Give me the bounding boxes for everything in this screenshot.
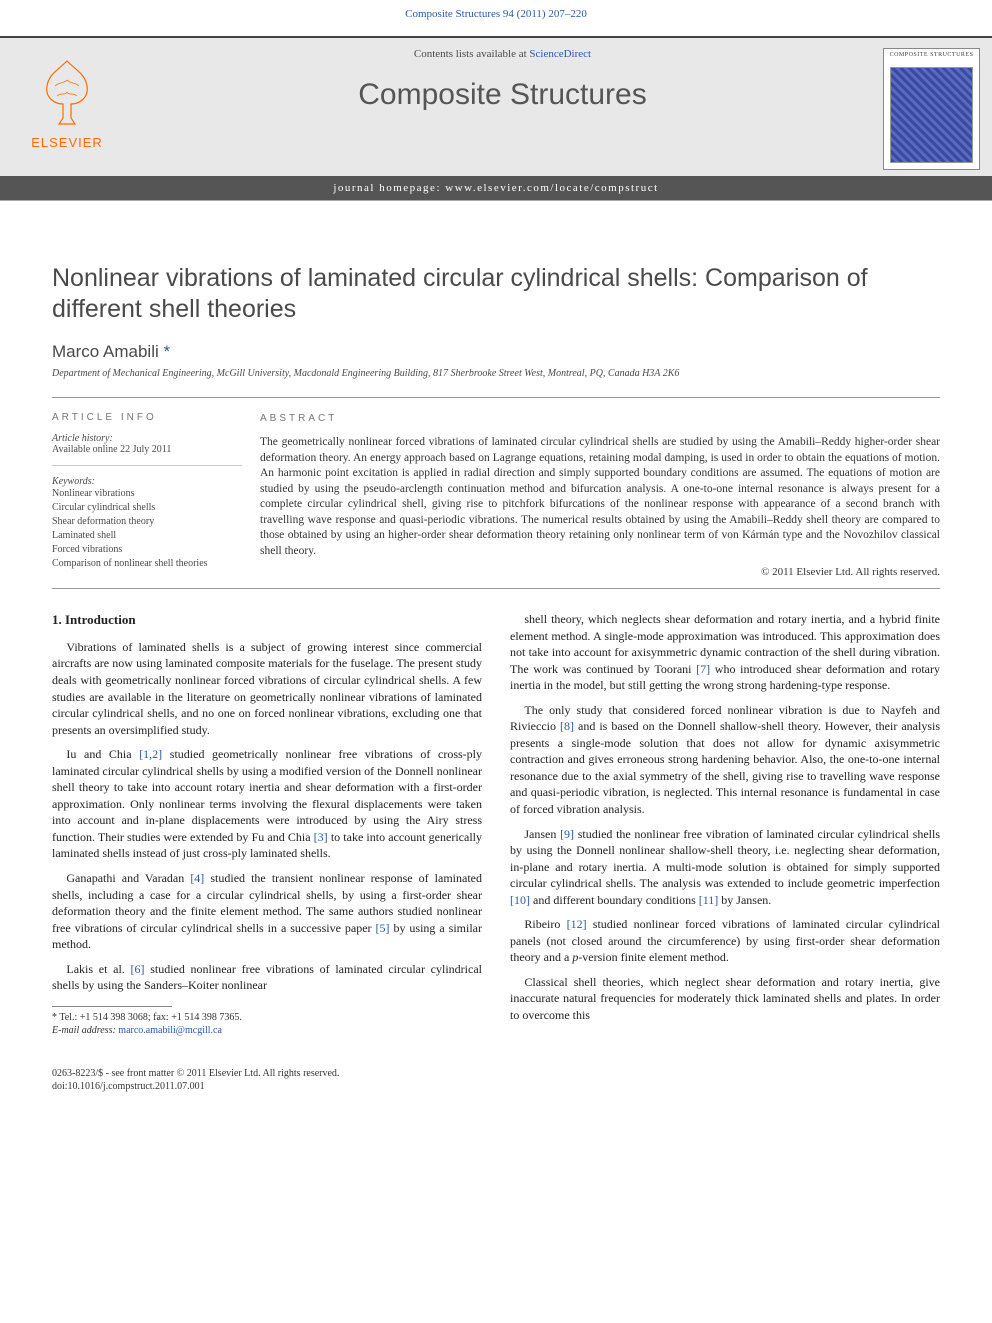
journal-cover-thumb: COMPOSITE STRUCTURES	[883, 48, 980, 170]
doi-line: doi:10.1016/j.compstruct.2011.07.001	[52, 1081, 940, 1092]
section-heading-intro: 1. Introduction	[52, 611, 482, 629]
contents-line: Contents lists available at ScienceDirec…	[122, 48, 883, 60]
body-text: Ganapathi and Varadan	[66, 871, 190, 885]
elsevier-tree-icon	[37, 56, 97, 126]
body-text: and is based on the Donnell shallow-shel…	[510, 719, 940, 816]
footnote-email-link[interactable]: marco.amabili@mcgill.ca	[118, 1025, 222, 1036]
keywords-label: Keywords:	[52, 476, 242, 487]
body-text: Ribeiro	[524, 917, 566, 931]
publisher-label: ELSEVIER	[12, 135, 122, 150]
article-title: Nonlinear vibrations of laminated circul…	[52, 263, 940, 326]
ref-link[interactable]: [11]	[699, 893, 719, 907]
body-columns: 1. Introduction Vibrations of laminated …	[52, 611, 940, 1038]
abstract-copyright: © 2011 Elsevier Ltd. All rights reserved…	[260, 565, 940, 580]
keyword-item: Shear deformation theory	[52, 515, 242, 529]
author-name: Marco Amabili	[52, 342, 159, 361]
body-para: Ganapathi and Varadan [4] studied the tr…	[52, 870, 482, 953]
ref-link[interactable]: [6]	[130, 962, 144, 976]
journal-reference-bar: Composite Structures 94 (2011) 207–220	[0, 0, 992, 36]
ref-link[interactable]: [4]	[190, 871, 204, 885]
ref-link[interactable]: [7]	[696, 662, 710, 676]
publisher-box: ELSEVIER	[12, 46, 122, 150]
ref-link[interactable]: [5]	[375, 921, 389, 935]
body-para: Ribeiro [12] studied nonlinear forced vi…	[510, 916, 940, 966]
journal-homepage-bar: journal homepage: www.elsevier.com/locat…	[0, 176, 992, 200]
corresponding-footnote: * Tel.: +1 514 398 3068; fax: +1 514 398…	[52, 1011, 482, 1038]
keyword-item: Comparison of nonlinear shell theories	[52, 557, 242, 571]
body-para: Iu and Chia [1,2] studied geometrically …	[52, 746, 482, 862]
ref-link[interactable]: [9]	[560, 827, 574, 841]
article-info-header: ARTICLE INFO	[52, 412, 242, 423]
header-band: ELSEVIER Contents lists available at Sci…	[0, 36, 992, 201]
body-para: The only study that considered forced no…	[510, 702, 940, 818]
cover-thumb-label: COMPOSITE STRUCTURES	[887, 52, 976, 58]
cover-thumb-image	[890, 67, 973, 163]
body-para: Vibrations of laminated shells is a subj…	[52, 639, 482, 738]
abstract-text: The geometrically nonlinear forced vibra…	[260, 435, 940, 559]
keyword-item: Circular cylindrical shells	[52, 501, 242, 515]
bottom-bar: 0263-8223/$ - see front matter © 2011 El…	[0, 1058, 992, 1108]
sciencedirect-link[interactable]: ScienceDirect	[529, 48, 591, 60]
front-matter-line: 0263-8223/$ - see front matter © 2011 El…	[52, 1068, 940, 1079]
body-text: -version finite element method.	[578, 950, 729, 964]
article-info-column: ARTICLE INFO Article history: Available …	[52, 412, 260, 580]
affiliation: Department of Mechanical Engineering, Mc…	[52, 368, 940, 379]
body-para: Jansen [9] studied the nonlinear free vi…	[510, 826, 940, 909]
keyword-item: Forced vibrations	[52, 543, 242, 557]
keyword-item: Laminated shell	[52, 529, 242, 543]
body-text: Iu and Chia	[66, 747, 139, 761]
history-label: Article history:	[52, 433, 242, 444]
ref-link[interactable]: [12]	[567, 917, 587, 931]
body-text: by Jansen.	[718, 893, 771, 907]
contents-prefix: Contents lists available at	[414, 48, 529, 60]
journal-ref-link[interactable]: Composite Structures 94 (2011) 207–220	[405, 8, 587, 20]
body-para: shell theory, which neglects shear defor…	[510, 611, 940, 694]
ref-link[interactable]: [8]	[560, 719, 574, 733]
abstract-header: ABSTRACT	[260, 412, 940, 426]
ref-link[interactable]: [3]	[314, 830, 328, 844]
corresponding-author-link[interactable]: *	[164, 342, 171, 361]
abstract-column: ABSTRACT The geometrically nonlinear for…	[260, 412, 940, 580]
footnote-separator	[52, 1006, 172, 1007]
footnote-email-label: E-mail address:	[52, 1025, 118, 1036]
author-line: Marco Amabili *	[52, 342, 940, 362]
body-para: Classical shell theories, which neglect …	[510, 974, 940, 1024]
ref-link[interactable]: [10]	[510, 893, 530, 907]
footnote-tel: Tel.: +1 514 398 3068; fax: +1 514 398 7…	[57, 1012, 242, 1023]
body-text: Lakis et al.	[66, 962, 130, 976]
info-divider	[52, 465, 242, 466]
body-text: Jansen	[524, 827, 560, 841]
history-value: Available online 22 July 2011	[52, 444, 242, 455]
keyword-item: Nonlinear vibrations	[52, 487, 242, 501]
body-para: Lakis et al. [6] studied nonlinear free …	[52, 961, 482, 994]
journal-title: Composite Structures	[122, 78, 883, 112]
ref-link[interactable]: [1,2]	[139, 747, 162, 761]
body-text: studied the nonlinear free vibration of …	[510, 827, 940, 891]
body-text: and different boundary conditions	[530, 893, 699, 907]
